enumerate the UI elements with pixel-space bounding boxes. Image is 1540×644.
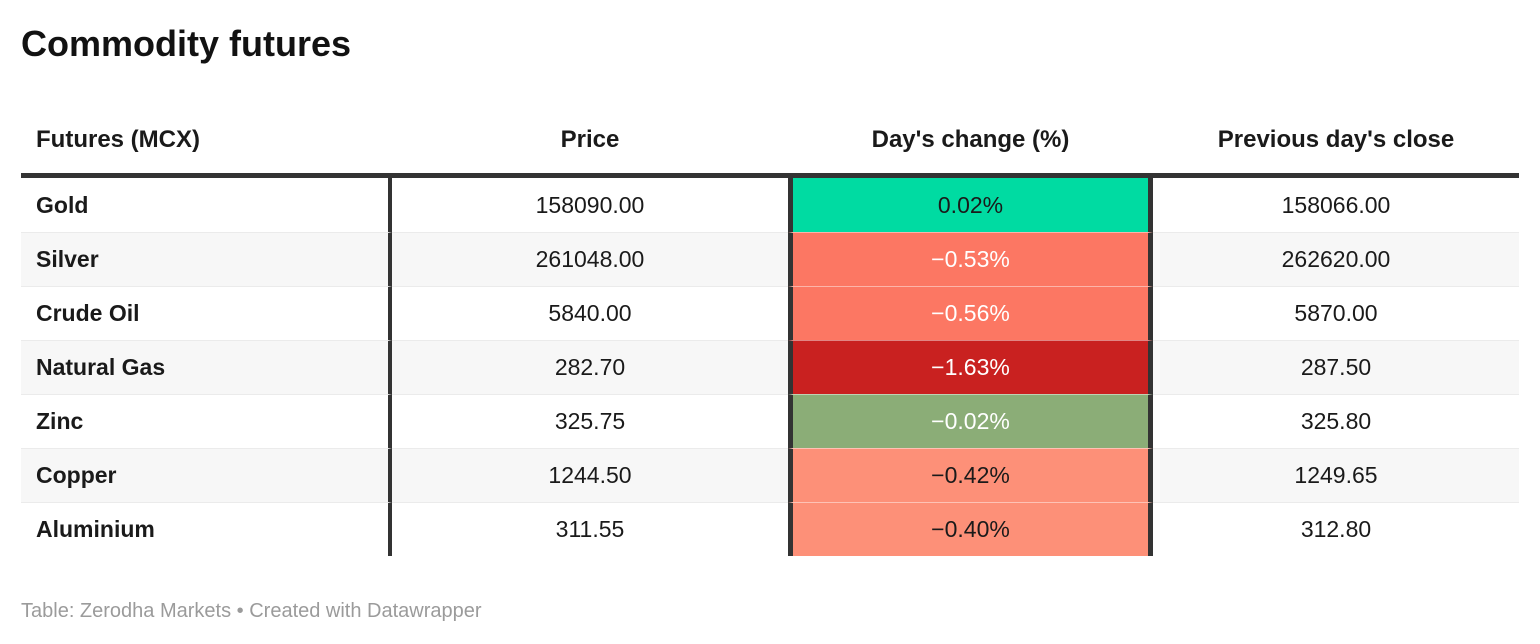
previous-close-cell: 262620.00 <box>1153 232 1519 286</box>
table-row: Zinc 325.75 −0.02% 325.80 <box>21 394 1519 448</box>
commodity-futures-table: Futures (MCX) Price Day's change (%) Pre… <box>21 126 1519 556</box>
day-change-cell: −0.40% <box>788 502 1153 556</box>
footer-attribution: Table: Zerodha Markets • Created with Da… <box>21 600 482 622</box>
previous-close-cell: 287.50 <box>1153 340 1519 394</box>
column-header-price: Price <box>392 126 788 178</box>
table-row: Silver 261048.00 −0.53% 262620.00 <box>21 232 1519 286</box>
price-cell: 1244.50 <box>392 448 788 502</box>
page-title: Commodity futures <box>21 23 352 64</box>
table-row: Crude Oil 5840.00 −0.56% 5870.00 <box>21 286 1519 340</box>
table-row: Gold 158090.00 0.02% 158066.00 <box>21 178 1519 232</box>
previous-close-cell: 1249.65 <box>1153 448 1519 502</box>
futures-name-cell: Zinc <box>21 394 392 448</box>
column-header-futures: Futures (MCX) <box>21 126 392 178</box>
futures-name-cell: Natural Gas <box>21 340 392 394</box>
price-cell: 325.75 <box>392 394 788 448</box>
futures-name-cell: Gold <box>21 178 392 232</box>
page: Commodity futures Futures (MCX) Price Da… <box>21 23 1519 622</box>
day-change-cell: −0.42% <box>788 448 1153 502</box>
price-cell: 158090.00 <box>392 178 788 232</box>
day-change-cell: −0.02% <box>788 394 1153 448</box>
futures-name-cell: Crude Oil <box>21 286 392 340</box>
table-header-row: Futures (MCX) Price Day's change (%) Pre… <box>21 126 1519 178</box>
table-body: Gold 158090.00 0.02% 158066.00 Silver 26… <box>21 178 1519 556</box>
price-cell: 5840.00 <box>392 286 788 340</box>
price-cell: 261048.00 <box>392 232 788 286</box>
previous-close-cell: 325.80 <box>1153 394 1519 448</box>
price-cell: 282.70 <box>392 340 788 394</box>
previous-close-cell: 312.80 <box>1153 502 1519 556</box>
table-row: Natural Gas 282.70 −1.63% 287.50 <box>21 340 1519 394</box>
previous-close-cell: 158066.00 <box>1153 178 1519 232</box>
futures-name-cell: Silver <box>21 232 392 286</box>
column-header-day-change: Day's change (%) <box>788 126 1153 178</box>
day-change-cell: −0.53% <box>788 232 1153 286</box>
day-change-cell: −0.56% <box>788 286 1153 340</box>
day-change-cell: −1.63% <box>788 340 1153 394</box>
table-row: Aluminium 311.55 −0.40% 312.80 <box>21 502 1519 556</box>
table-row: Copper 1244.50 −0.42% 1249.65 <box>21 448 1519 502</box>
column-header-previous-close: Previous day's close <box>1153 126 1519 178</box>
futures-name-cell: Copper <box>21 448 392 502</box>
price-cell: 311.55 <box>392 502 788 556</box>
table-header: Futures (MCX) Price Day's change (%) Pre… <box>21 126 1519 178</box>
futures-name-cell: Aluminium <box>21 502 392 556</box>
day-change-cell: 0.02% <box>788 178 1153 232</box>
previous-close-cell: 5870.00 <box>1153 286 1519 340</box>
